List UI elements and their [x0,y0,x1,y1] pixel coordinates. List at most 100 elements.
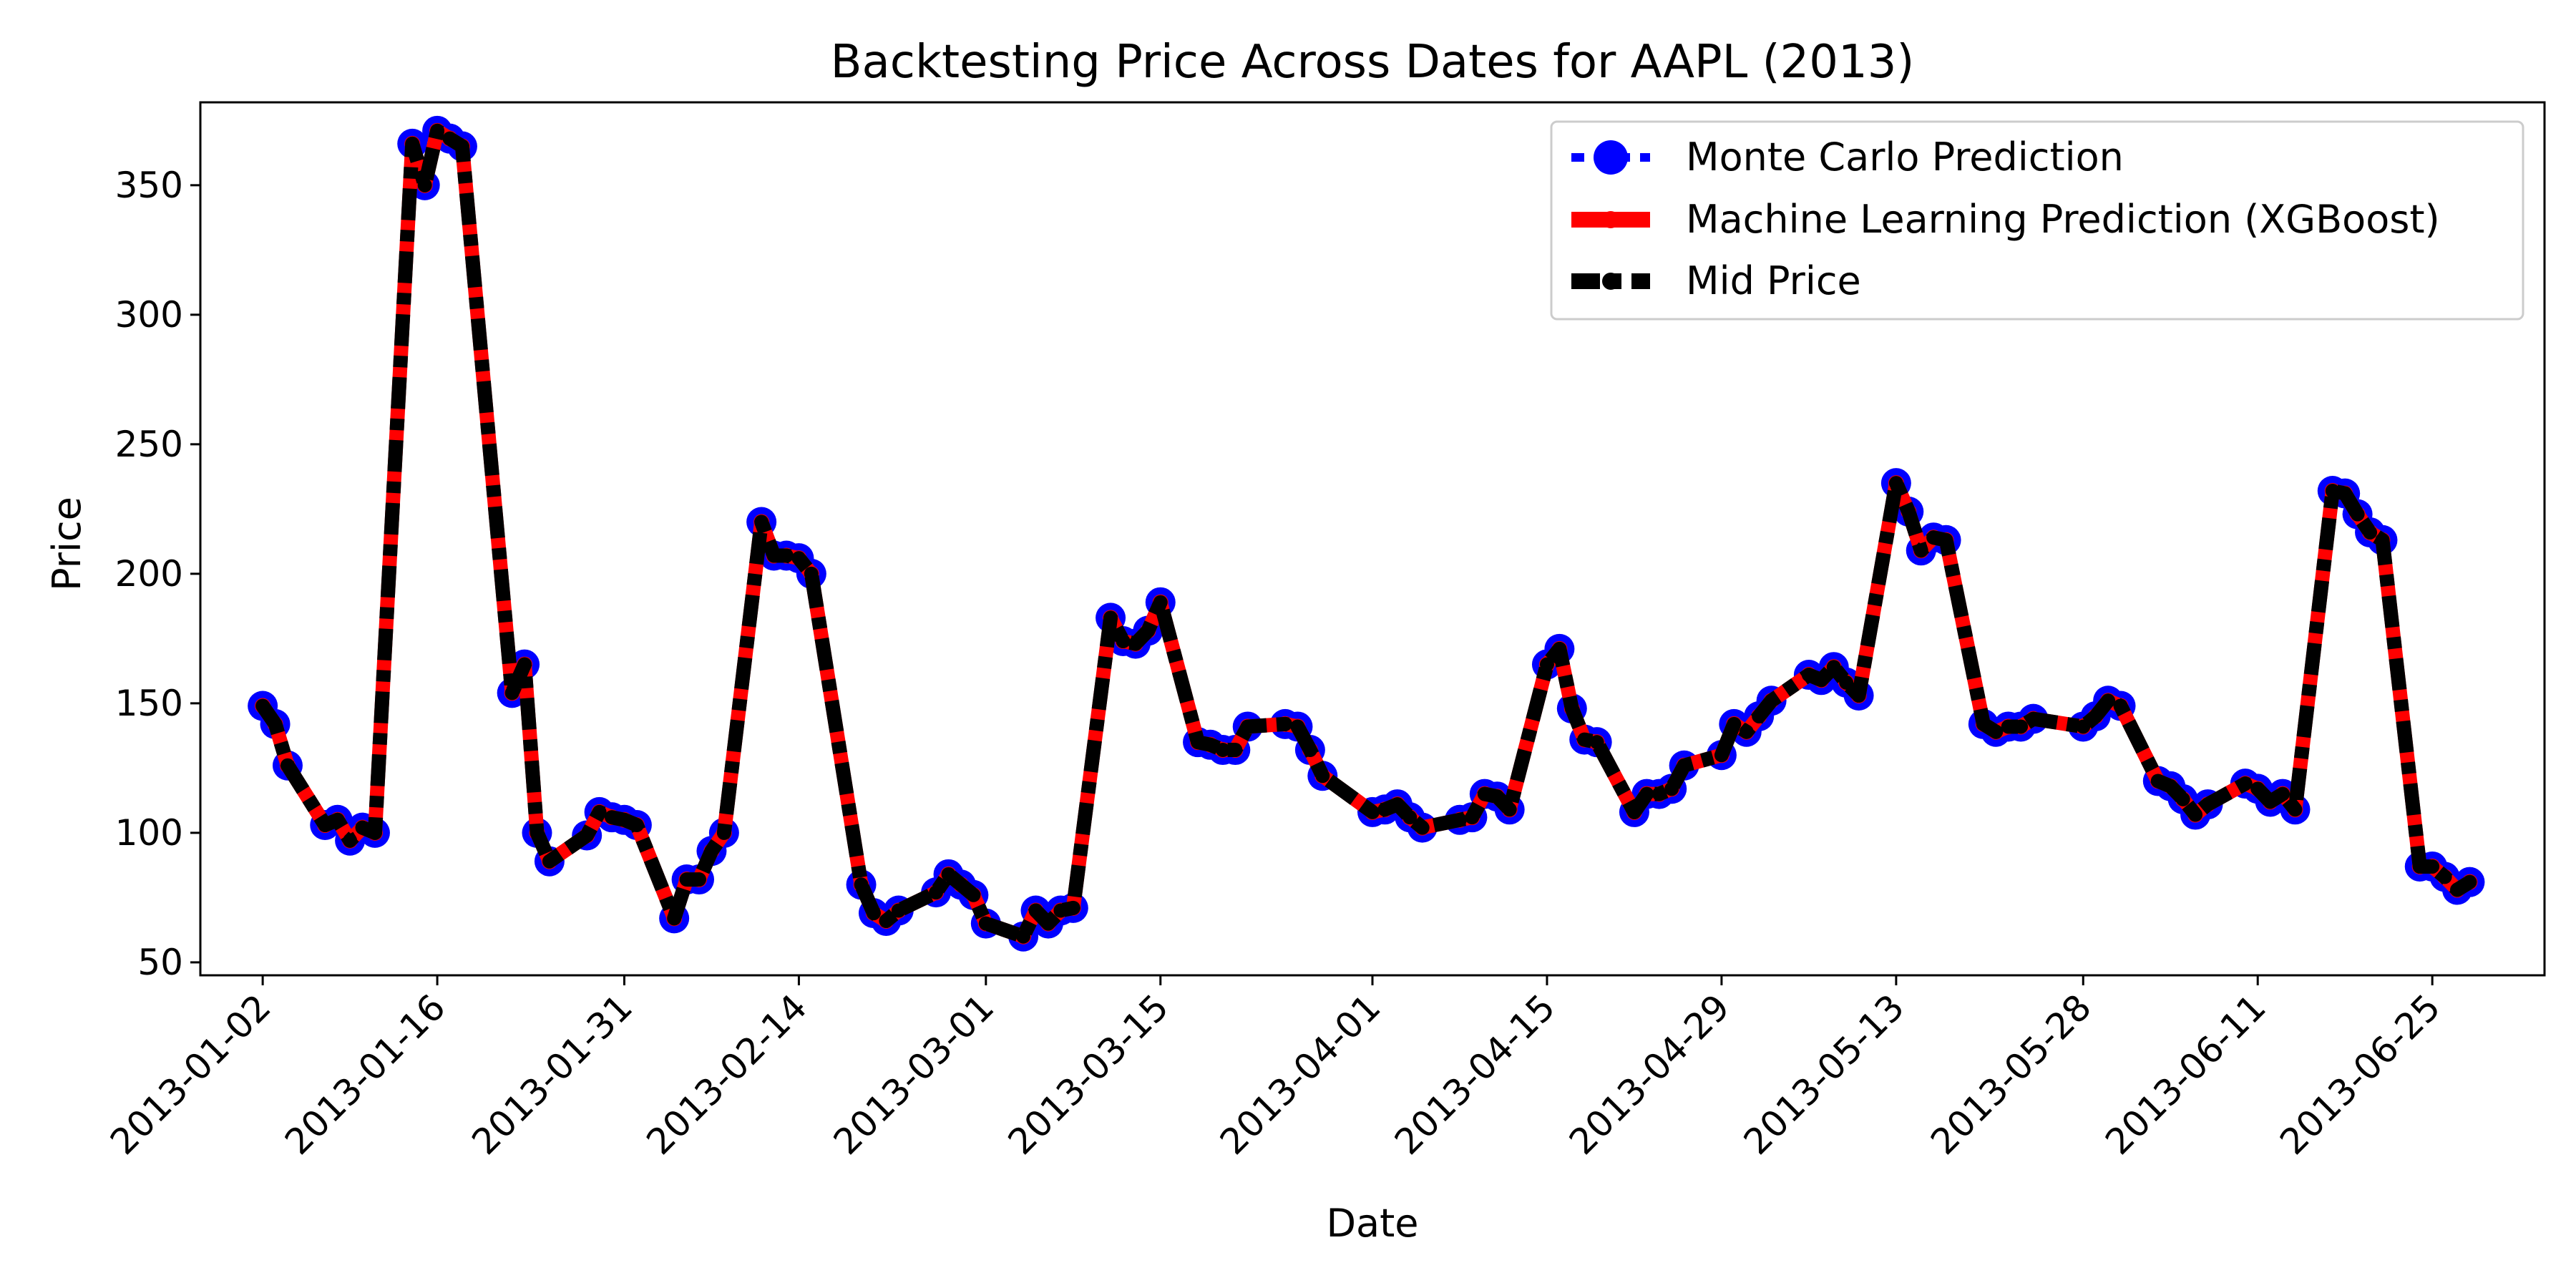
mid-price-point [941,867,956,882]
mid-price-point [1191,735,1206,750]
mid-price-point [542,854,557,869]
mid-price-point [2437,869,2452,884]
legend-entry-monte-carlo: Monte Carlo Prediction [1571,135,2124,180]
mid-price-point [530,825,545,840]
legend-label-mid-price: Mid Price [1686,258,1861,303]
mid-price-point [2325,484,2340,499]
legend-entry-mid-price: Mid Price [1571,258,1861,303]
y-tick-label: 300 [115,294,183,336]
mid-price-point [866,906,881,921]
mid-price-point [1390,797,1405,812]
plot-series [248,115,2485,952]
mid-price-point [2412,859,2427,874]
mid-price-point [330,812,345,827]
mid-price-point [953,877,968,892]
legend-box [1550,120,2524,321]
mid-price-point [929,885,944,900]
mid-price-point [580,828,595,843]
mid-price-point [1639,786,1654,801]
legend-marker-xgboost-dot [1602,211,1619,228]
mid-price-point [1539,657,1554,672]
mid-price-point [1290,719,1305,734]
y-tick-label: 150 [115,683,183,724]
mid-price-point [804,566,819,581]
y-tick-label: 250 [115,424,183,465]
mid-price-point [1465,810,1480,825]
chart-title: Backtesting Price Across Dates for AAPL … [831,36,1915,89]
mid-price-point [1801,668,1816,683]
mid-price-point [2088,708,2103,723]
y-axis-label: Price [44,497,89,591]
mid-price-point [2076,719,2091,734]
mid-price-point [629,818,644,833]
mid-price-point [605,810,620,825]
mid-price-point [1839,675,1854,690]
mid-price-point [2450,882,2465,897]
mid-price-point [2238,776,2253,791]
mid-price-point [1040,916,1055,931]
mid-price-point [2014,719,2029,734]
mid-price-point [1814,673,1829,688]
legend: Monte Carlo Prediction Machine Learning … [1550,120,2524,321]
mid-price-point [1203,737,1218,752]
mid-price-point [692,872,707,887]
mid-price-point [1714,748,1729,763]
mid-price-point [2188,807,2203,822]
mid-price-point [1913,543,1928,558]
mid-price-point [1490,789,1505,804]
mid-price-point [2375,532,2390,547]
mid-price-point [679,872,694,887]
y-tick-label: 50 [137,942,183,983]
mid-price-point [2275,786,2290,801]
mid-price-point [2250,781,2265,796]
mid-price-point [318,818,333,833]
mid-price-point [2462,874,2477,889]
mid-price-point [1626,804,1641,819]
y-tick-label: 350 [115,165,183,206]
mid-price-point [1053,903,1068,918]
mid-price-point [1065,900,1080,915]
mid-price-point [1016,929,1031,944]
mid-price-point [1153,595,1168,610]
mid-price-point [2113,698,2128,713]
mid-price-point [2263,794,2278,809]
mid-price-point [504,686,519,701]
mid-price-point [454,139,469,154]
mid-price-point [1764,693,1779,708]
mid-price-point [1128,636,1143,651]
mid-price-point [791,551,806,566]
mid-price-point [2150,774,2165,789]
mid-price-point [1851,688,1866,703]
mid-price-point [517,657,532,672]
mid-price-point [1652,786,1667,801]
plot-frame [199,101,2546,977]
mid-price-point [1926,530,1941,545]
mid-price-point [978,916,993,931]
legend-marker-mid-price-dot [1602,273,1619,290]
mid-price-point [1826,660,1841,675]
mid-price-point [355,820,370,835]
legend-label-monte-carlo: Monte Carlo Prediction [1686,135,2124,180]
mid-price-point [2175,791,2190,806]
mid-price-point [966,887,981,902]
mid-price-point [1377,802,1392,817]
mid-price-point [1664,781,1679,796]
mid-price-point [1888,476,1903,491]
mid-price-point [2026,711,2041,726]
mid-price-point [1989,724,2004,739]
mid-price-point [2001,719,2016,734]
mid-price-point [2101,693,2116,708]
mid-price-point [667,911,682,926]
mid-price-point [1739,724,1754,739]
mid-price-point [1677,758,1692,773]
y-axis-ticks: 50 100 150 200 250 300 350 [115,165,200,983]
mid-price-point [1103,610,1118,625]
mid-price-point [704,844,719,859]
mid-price-point [1116,633,1131,648]
mid-price-point [2288,802,2303,817]
mid-price-point [1402,810,1418,825]
mid-price-point [779,548,794,563]
mid-price-point [1502,802,1517,817]
mid-price-point [754,514,769,530]
mid-price-point [442,131,457,146]
